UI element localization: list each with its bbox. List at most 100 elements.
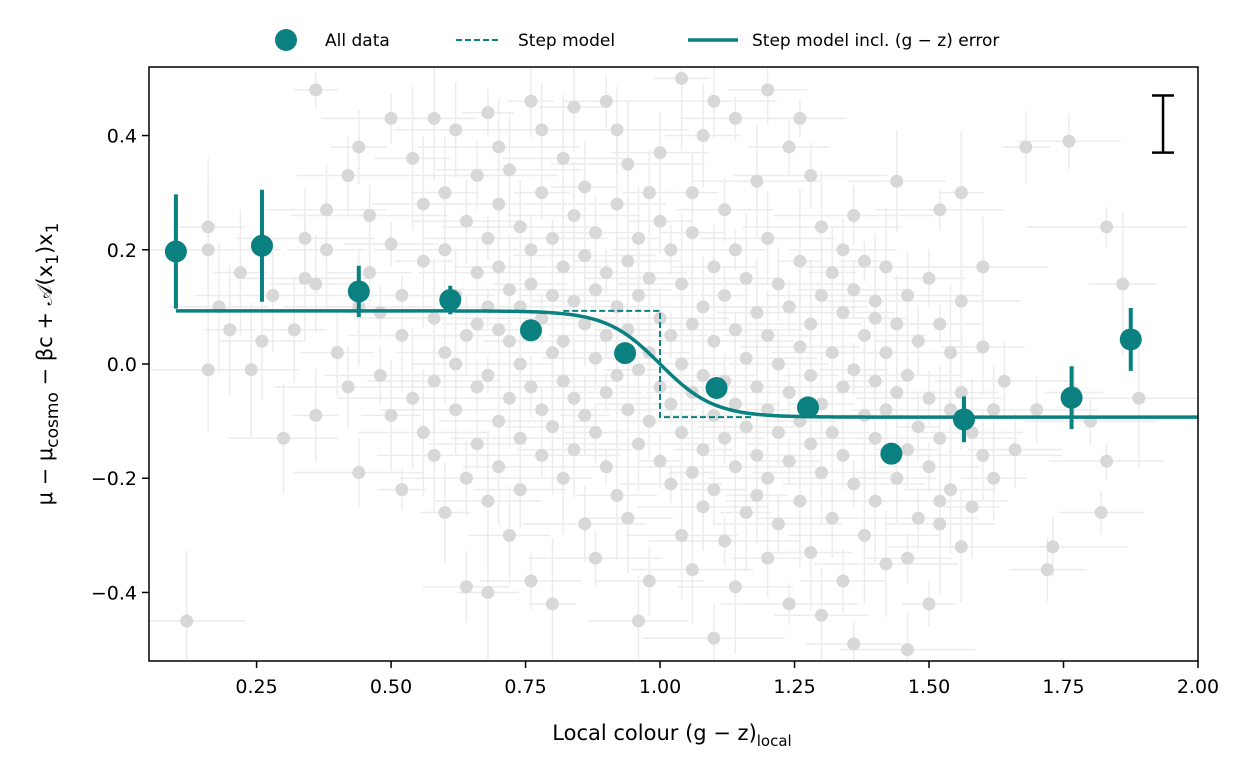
scatter-point bbox=[750, 448, 764, 462]
scatter-point bbox=[427, 448, 441, 462]
scatter-point bbox=[1046, 540, 1060, 554]
scatter-point bbox=[675, 528, 689, 542]
scatter-point bbox=[879, 557, 893, 571]
scatter-point bbox=[535, 403, 549, 417]
scatter-point bbox=[739, 351, 753, 365]
scatter-point bbox=[298, 231, 312, 245]
scatter-point bbox=[825, 426, 839, 440]
scatter-point bbox=[901, 288, 915, 302]
scatter-point bbox=[578, 248, 592, 262]
scatter-point bbox=[761, 231, 775, 245]
scatter-point bbox=[718, 288, 732, 302]
scatter-point bbox=[578, 517, 592, 531]
scatter-point bbox=[922, 271, 936, 285]
scatter-point bbox=[728, 460, 742, 474]
scatter-point bbox=[459, 580, 473, 594]
scatter-point bbox=[782, 386, 796, 400]
scatter-point bbox=[599, 94, 613, 108]
scatter-point bbox=[771, 426, 785, 440]
scatter-point bbox=[987, 403, 1001, 417]
scatter-point bbox=[890, 386, 904, 400]
scatter-point bbox=[556, 334, 570, 348]
scatter-point bbox=[524, 277, 538, 291]
scatter-point bbox=[836, 306, 850, 320]
y-tick-label: 0.2 bbox=[107, 240, 137, 262]
scatter-point bbox=[632, 363, 646, 377]
scatter-point bbox=[685, 317, 699, 331]
scatter-point bbox=[427, 111, 441, 125]
scatter-point bbox=[771, 357, 785, 371]
scatter-point bbox=[1100, 454, 1114, 468]
scatter-point bbox=[1019, 140, 1033, 154]
scatter-point bbox=[610, 123, 624, 137]
scatter-point bbox=[728, 243, 742, 257]
scatter-point bbox=[890, 174, 904, 188]
scatter-point bbox=[255, 334, 269, 348]
scatter-point bbox=[761, 471, 775, 485]
scatter-point bbox=[696, 500, 710, 514]
scatter-point bbox=[933, 203, 947, 217]
legend-label-step-model-incl-error: Step model incl. (g − z) error bbox=[752, 31, 999, 51]
scatter-point bbox=[911, 334, 925, 348]
scatter-point bbox=[836, 380, 850, 394]
scatter-point bbox=[804, 545, 818, 559]
scatter-point bbox=[416, 254, 430, 268]
scatter-point bbox=[696, 368, 710, 382]
scatter-point bbox=[750, 380, 764, 394]
scatter-point bbox=[782, 300, 796, 314]
scatter-point bbox=[782, 140, 796, 154]
scatter-point bbox=[847, 283, 861, 297]
scatter-point bbox=[825, 346, 839, 360]
scatter-point bbox=[911, 420, 925, 434]
scatter-point bbox=[1030, 403, 1044, 417]
scatter-point bbox=[201, 243, 215, 257]
x-tick-label: 1.75 bbox=[1042, 676, 1084, 698]
scatter-point bbox=[922, 597, 936, 611]
scatter-point bbox=[438, 506, 452, 519]
scatter-error-bars bbox=[149, 67, 1198, 661]
scatter-point bbox=[836, 574, 850, 588]
scatter-point bbox=[201, 363, 215, 377]
scatter-point bbox=[750, 488, 764, 502]
scatter-point bbox=[567, 100, 581, 114]
scatter-point bbox=[664, 328, 678, 342]
scatter-point bbox=[954, 294, 968, 308]
scatter-point bbox=[309, 83, 323, 97]
scatter-point bbox=[793, 254, 807, 268]
scatter-point bbox=[718, 203, 732, 217]
scatter-point bbox=[793, 340, 807, 354]
scatter-point bbox=[868, 294, 882, 308]
scatter-point bbox=[707, 260, 721, 274]
scatter-point bbox=[1062, 134, 1076, 148]
scatter-point bbox=[556, 260, 570, 274]
scatter-point bbox=[857, 254, 871, 268]
scatter-point bbox=[814, 466, 828, 480]
scatter-point bbox=[933, 517, 947, 531]
scatter-point bbox=[739, 271, 753, 285]
scatter-point bbox=[427, 374, 441, 388]
scatter-point bbox=[901, 368, 915, 382]
x-tick-label: 0.50 bbox=[370, 676, 412, 698]
binned-point bbox=[614, 342, 637, 365]
scatter-point bbox=[535, 311, 549, 325]
scatter-point bbox=[492, 140, 506, 154]
scatter-point bbox=[395, 288, 409, 302]
binned-point bbox=[1119, 328, 1142, 351]
scatter-point bbox=[309, 408, 323, 422]
legend-marker-all-data bbox=[275, 29, 297, 51]
scatter-point bbox=[610, 197, 624, 211]
scatter-point bbox=[793, 111, 807, 125]
scatter-point bbox=[610, 368, 624, 382]
scatter-point bbox=[825, 511, 839, 525]
scatter-point bbox=[718, 534, 732, 548]
scatter-point bbox=[739, 420, 753, 434]
scatter-point bbox=[513, 220, 527, 234]
scatter-point bbox=[449, 357, 463, 371]
binned-point bbox=[347, 280, 370, 303]
scatter-point bbox=[804, 169, 818, 183]
scatter-point bbox=[707, 334, 721, 348]
scatter-point bbox=[868, 374, 882, 388]
scatter-point bbox=[492, 460, 506, 474]
scatter-point bbox=[890, 471, 904, 485]
scatter-point bbox=[524, 243, 538, 257]
